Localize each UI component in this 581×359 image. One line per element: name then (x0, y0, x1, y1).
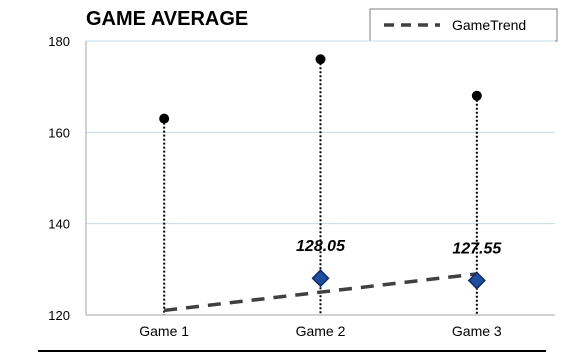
x-category-label-3: Game 3 (452, 323, 502, 339)
chart-title: GAME AVERAGE (86, 8, 248, 30)
data-point-game-2 (315, 54, 326, 65)
diamond-point-game-3 (467, 271, 486, 290)
x-category-label-1: Game 1 (139, 323, 189, 339)
y-tick-label-140: 140 (48, 217, 70, 232)
data-label-game-2: 128.05 (296, 238, 346, 255)
diamond-points (311, 269, 486, 290)
x-axis-categories: Game 1 Game 2 Game 3 (139, 323, 502, 339)
data-labels: 128.05 127.55 (296, 238, 502, 257)
legend: GameTrend (369, 8, 558, 42)
y-tick-label-160: 160 (48, 125, 70, 140)
legend-label-gametrend: GameTrend (452, 17, 526, 33)
average-points (159, 54, 482, 124)
x-category-label-2: Game 2 (296, 323, 346, 339)
data-label-game-3: 127.55 (452, 241, 502, 258)
diamond-point-game-2 (311, 269, 330, 288)
y-tick-label-180: 180 (48, 34, 70, 49)
data-point-game-3 (471, 90, 482, 101)
trend-series (163, 272, 478, 313)
data-point-game-1 (159, 113, 170, 124)
trend-line-gametrend (163, 272, 478, 313)
y-axis-ticks: 120 140 160 180 (48, 34, 70, 323)
y-tick-label-120: 120 (48, 308, 70, 323)
